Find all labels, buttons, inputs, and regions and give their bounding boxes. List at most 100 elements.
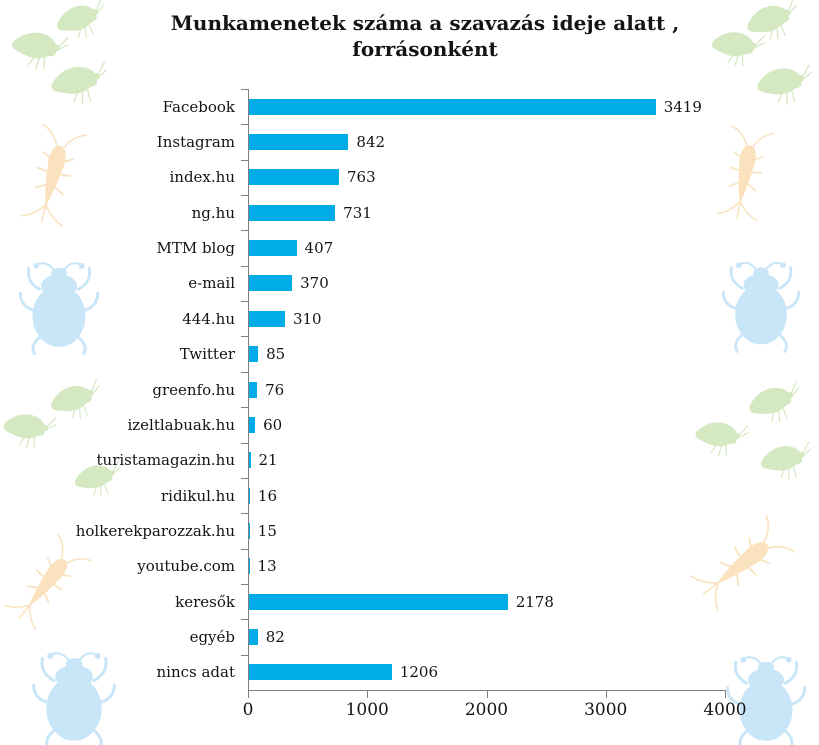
x-axis-tick-label: 4000: [703, 700, 747, 720]
bar-track: 2178: [248, 584, 725, 619]
bar-track: 1206: [248, 655, 725, 690]
y-axis-tick: [241, 443, 248, 444]
value-label: 731: [343, 203, 372, 222]
chart-row: ridikul.hu 16: [40, 478, 725, 513]
bar-track: 3419: [248, 89, 725, 124]
x-axis-tick-label: 3000: [584, 700, 628, 720]
bar: [248, 452, 251, 469]
chart-row: greenfo.hu 76: [40, 372, 725, 407]
chart-row: egyéb 82: [40, 619, 725, 654]
bar-track: 76: [248, 372, 725, 407]
chart-row: 444.hu 310: [40, 301, 725, 336]
category-label: keresők: [175, 592, 235, 611]
bar: [248, 169, 339, 186]
x-axis-tick-label: 0: [242, 700, 254, 720]
bar-track: 763: [248, 160, 725, 195]
value-label: 13: [257, 557, 277, 576]
bar-track: 370: [248, 266, 725, 301]
bar-track: 60: [248, 407, 725, 442]
bar-track: 85: [248, 337, 725, 372]
category-label: egyéb: [189, 628, 235, 647]
category-label: MTM blog: [156, 239, 235, 258]
category-label: e-mail: [188, 274, 235, 293]
y-axis-tick: [241, 195, 248, 196]
x-axis-tick: [367, 691, 369, 698]
chart-row: youtube.com 13: [40, 549, 725, 584]
y-axis-tick: [241, 619, 248, 620]
y-axis-tick: [241, 584, 248, 585]
bar-track: 82: [248, 619, 725, 654]
y-axis-line: [248, 89, 249, 690]
y-axis-tick: [241, 89, 248, 90]
bar: [248, 629, 258, 646]
chart-row: Twitter 85: [40, 337, 725, 372]
x-axis-tick: [725, 691, 726, 698]
bar: [248, 593, 508, 610]
bar: [248, 275, 293, 292]
category-label: nincs adat: [156, 663, 235, 682]
value-label: 310: [292, 309, 322, 328]
x-axis-tick: [248, 691, 249, 698]
x-axis-tick-label: 2000: [464, 700, 509, 720]
y-axis-tick: [241, 230, 248, 231]
bar: [248, 240, 297, 257]
value-label: 16: [257, 486, 277, 505]
bar-track: 13: [248, 549, 725, 584]
category-label: izeltlabuak.hu: [127, 415, 235, 434]
category-label: greenfo.hu: [152, 380, 235, 399]
category-label: youtube.com: [137, 557, 235, 576]
chart-title-line2: forrásonként: [352, 37, 498, 61]
value-label: 76: [265, 380, 285, 399]
bar: [248, 346, 259, 363]
chart-row: Instagram 842: [40, 124, 725, 159]
category-label: Instagram: [156, 133, 235, 152]
value-label: 407: [304, 239, 334, 258]
chart-row: keresők 2178: [40, 584, 725, 619]
chart-row: index.hu 763: [40, 160, 725, 195]
y-axis-tick: [241, 407, 248, 408]
value-label: 85: [266, 345, 286, 364]
x-axis-tick: [605, 691, 607, 698]
value-label: 763: [346, 168, 376, 187]
bar-track: 731: [248, 195, 725, 230]
bar: [248, 664, 392, 681]
bar-track: 15: [248, 513, 725, 548]
chart-row: e-mail 370: [40, 266, 725, 301]
value-label: 60: [263, 415, 283, 434]
y-axis-tick: [241, 124, 248, 125]
x-axis-tick-label: 1000: [345, 700, 389, 720]
chart-rows: Facebook 3419 Instagram 842 index.hu 763 ng.hu…: [40, 89, 725, 690]
bar-track: 842: [248, 124, 725, 159]
chart-row: holkerekparozzak.hu 15: [40, 513, 725, 548]
chart-row: Facebook 3419: [40, 89, 725, 124]
bar: [248, 310, 285, 327]
value-label: 82: [265, 628, 285, 647]
bar: [248, 134, 349, 151]
y-axis-tick: [241, 160, 248, 161]
bar: [248, 381, 258, 398]
y-axis-tick: [241, 301, 248, 302]
value-label: 1206: [399, 663, 438, 682]
y-axis-tick: [241, 478, 248, 479]
x-axis-tick: [486, 691, 488, 698]
chart-row: MTM blog 407: [40, 230, 725, 265]
value-label: 3419: [663, 97, 702, 116]
category-label: 444.hu: [182, 309, 235, 328]
x-axis-line: [248, 690, 726, 691]
category-label: ng.hu: [191, 203, 235, 222]
y-axis-tick: [241, 513, 248, 514]
bar-track: 310: [248, 301, 725, 336]
value-label: 370: [300, 274, 329, 293]
bar: [248, 416, 256, 433]
y-axis-tick: [241, 266, 248, 267]
y-axis-tick: [241, 336, 248, 337]
value-label: 21: [258, 451, 278, 470]
bar: [248, 204, 336, 221]
y-axis-tick: [241, 655, 248, 656]
y-axis-tick: [241, 372, 248, 373]
chart-row: turistamagazin.hu 21: [40, 443, 725, 478]
category-label: turistamagazin.hu: [96, 451, 236, 470]
category-label: holkerekparozzak.hu: [75, 521, 235, 540]
